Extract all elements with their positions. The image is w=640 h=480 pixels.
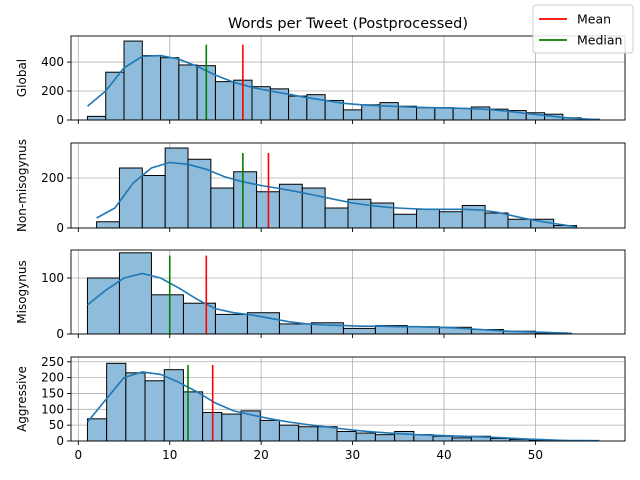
histogram-bar (438, 211, 463, 229)
y-tick-label: 200 (41, 171, 64, 185)
kde-curve (96, 161, 577, 228)
x-tick-label: 10 (162, 448, 177, 462)
histogram-bar (221, 413, 242, 442)
axes-frame (70, 249, 626, 335)
histogram-bar (144, 380, 165, 442)
y-tick-label: 0 (56, 221, 64, 235)
histogram-bar (164, 147, 189, 229)
histogram-bar (416, 208, 440, 229)
x-tick-label: 50 (528, 448, 543, 462)
histogram-bar (342, 109, 363, 121)
histogram-bar (432, 435, 453, 442)
histogram-bar (118, 252, 152, 335)
y-tick-label: 0 (56, 434, 64, 448)
legend-box (532, 4, 634, 54)
histogram-bar (86, 277, 120, 335)
histogram-bar (507, 218, 532, 229)
axes-frame (70, 142, 626, 229)
histogram-bar (141, 55, 162, 121)
legend-item-mean: Mean (539, 12, 611, 27)
legend-label: Median (577, 33, 622, 48)
histogram-bar (317, 426, 338, 442)
histogram-bar (246, 312, 280, 335)
histogram-bar (182, 391, 204, 442)
y-axis-label: Non-misogynus (15, 139, 29, 232)
chart-title: Words per Tweet (Postprocessed) (228, 16, 468, 32)
histogram-bar (214, 313, 248, 335)
y-tick-label: 200 (41, 371, 64, 385)
y-tick-label: 0 (56, 113, 64, 127)
x-tick-label: 20 (254, 448, 269, 462)
histogram-bar (361, 104, 381, 121)
y-axis-label: Aggressive (15, 366, 29, 432)
kde-curve (86, 272, 573, 335)
y-tick-label: 150 (41, 386, 64, 400)
histogram-bar (251, 86, 271, 121)
histogram-bar (106, 362, 127, 442)
kde-curve (86, 54, 600, 121)
y-tick-label: 250 (41, 355, 64, 369)
axes-frame (70, 35, 626, 121)
histogram-bar (355, 432, 376, 442)
histogram-bar (178, 64, 198, 121)
histogram-bar (141, 175, 166, 229)
histogram-bar (160, 57, 180, 121)
histogram-bar (123, 40, 143, 121)
histogram-bar (182, 302, 216, 335)
y-tick-label: 200 (41, 84, 64, 98)
x-tick-label: 30 (345, 448, 360, 462)
axes-frame (70, 356, 626, 442)
histogram-bar (278, 323, 312, 335)
histogram-bar (434, 107, 454, 121)
histogram-bar (451, 437, 472, 442)
histogram-bar (416, 107, 436, 121)
x-tick-label: 40 (436, 448, 451, 462)
histogram-bar (278, 424, 300, 442)
y-axis-label: Global (15, 59, 29, 97)
legend: Mean Median (532, 4, 634, 54)
chart-panels: 0200400Global0200Non-misogynus0100Misogy… (15, 35, 626, 462)
y-tick-label: 100 (41, 271, 64, 285)
histogram-bar (214, 81, 235, 121)
y-tick-label: 400 (41, 55, 64, 69)
histogram-bar (288, 95, 308, 121)
histogram-bar (210, 187, 235, 229)
histogram-bar (336, 430, 357, 442)
histogram-bar (484, 212, 509, 229)
histogram-bar (324, 207, 349, 229)
histogram-bar (342, 327, 376, 335)
histogram-bar (374, 434, 396, 442)
y-tick-label: 0 (56, 327, 64, 341)
histogram-bar (96, 221, 120, 229)
legend-label: Mean (577, 12, 611, 27)
panel-global: 0 200 400 Global (15, 35, 626, 127)
histogram-bar (86, 115, 107, 121)
histogram-bar (259, 419, 280, 442)
histogram-bar (150, 294, 184, 335)
histogram-bar (298, 426, 319, 442)
y-axis-label: Misogynus (15, 260, 29, 323)
panel-non-misogynus: 0 200 Non-misogynus (15, 139, 626, 235)
histogram-bar (393, 213, 418, 229)
histogram-bar (397, 105, 418, 121)
legend-item-median: Median (539, 33, 622, 48)
histogram-bar (86, 418, 108, 442)
kde-curve (86, 371, 600, 442)
panel-misogynus: 0 100 Misogynus (15, 249, 626, 341)
x-tick-label: 0 (74, 448, 82, 462)
histogram-bar (125, 372, 146, 442)
y-tick-label: 50 (49, 418, 64, 432)
histogram-bar (452, 107, 472, 121)
y-tick-label: 100 (41, 402, 64, 416)
